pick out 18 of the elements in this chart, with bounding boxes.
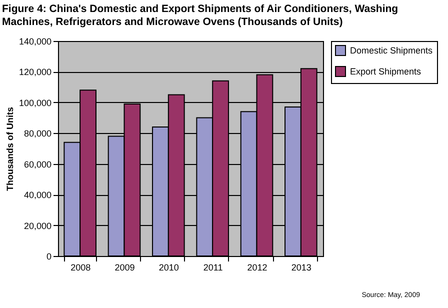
- y-tick-label: 140,000: [18, 36, 52, 46]
- x-tick-label: 2010: [158, 262, 179, 272]
- x-tick-label: 2009: [114, 262, 135, 272]
- x-tick-label: 2008: [70, 262, 91, 272]
- chart-title: Figure 4: China's Domestic and Export Shipments of Air Conditioners, Washing Machines, Refrigerators and Microwave Ovens (Thousands of Units): [1, 2, 400, 29]
- legend-label: Domestic Shipments: [350, 46, 434, 56]
- x-tick-label: 2011: [203, 262, 223, 272]
- legend-label: Export Shipments: [350, 66, 422, 76]
- y-tick-label: 80,000: [24, 128, 52, 139]
- x-tick-label: 2012: [247, 262, 268, 272]
- y-tick-label: 40,000: [24, 190, 52, 200]
- y-axis-title: Thousands of Units: [4, 107, 15, 191]
- x-tick-label: 2013: [291, 262, 312, 272]
- y-tick-label: 0: [46, 252, 52, 262]
- y-tick-label: 60,000: [24, 159, 52, 170]
- y-tick-label: 120,000: [18, 67, 52, 78]
- y-tick-label: 20,000: [24, 220, 52, 231]
- y-tick-label: 100,000: [18, 98, 52, 108]
